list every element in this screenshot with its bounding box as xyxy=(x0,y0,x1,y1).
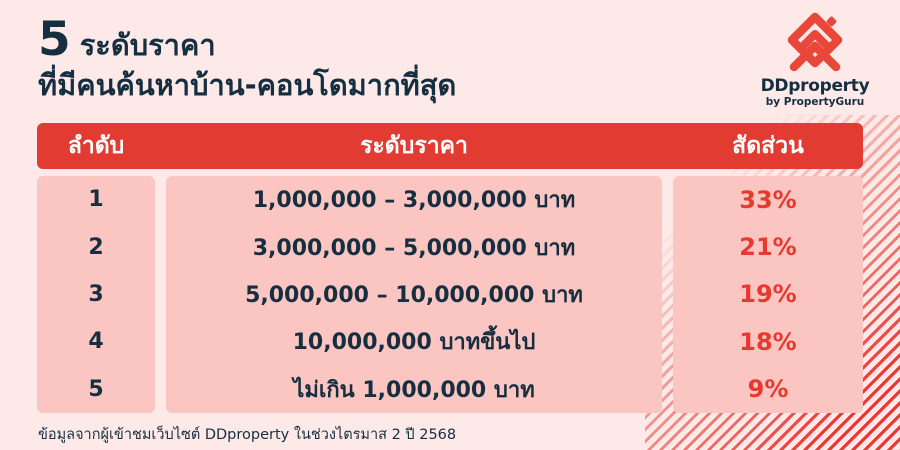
logo-name: DDproperty xyxy=(760,76,870,96)
column-header-share: สัดส่วน xyxy=(732,133,804,159)
source-note: ข้อมูลจากผู้เข้าชมเว็บไซต์ DDproperty ใน… xyxy=(38,427,457,443)
price-range-value: 3,000,000 – 5,000,000 บาท xyxy=(252,235,576,261)
page-title: 5 ระดับราคา ที่มีคนค้นหาบ้าน-คอนโดมากที่… xyxy=(38,12,457,102)
table-body: 1 2 3 4 5 1,000,000 – 3,000,000 บาท 3,00… xyxy=(37,176,863,413)
rank-value: 1 xyxy=(88,187,104,213)
table-header-row: ลำดับ ระดับราคา สัดส่วน xyxy=(37,123,863,169)
price-range-value: 1,000,000 – 3,000,000 บาท xyxy=(252,188,576,214)
column-header-rank: ลำดับ xyxy=(67,133,125,159)
share-value: 18% xyxy=(739,327,797,356)
rank-column: 1 2 3 4 5 xyxy=(37,176,155,413)
share-value: 33% xyxy=(739,185,797,214)
share-value: 19% xyxy=(739,280,797,309)
rank-value: 5 xyxy=(88,376,104,402)
share-value: 21% xyxy=(739,233,797,262)
price-range-value: 10,000,000 บาทขึ้นไป xyxy=(292,330,536,356)
price-range-value: 5,000,000 – 10,000,000 บาท xyxy=(245,282,583,308)
ddproperty-logo: DDproperty by PropertyGuru xyxy=(756,10,874,108)
rank-value: 2 xyxy=(88,234,104,260)
share-column: 33% 21% 19% 18% 9% xyxy=(673,176,863,413)
title-line2: ที่มีคนค้นหาบ้าน-คอนโดมากที่สุด xyxy=(38,67,457,102)
price-range-value: ไม่เกิน 1,000,000 บาท xyxy=(293,377,535,403)
price-range-column: 1,000,000 – 3,000,000 บาท 3,000,000 – 5,… xyxy=(166,176,662,413)
rank-value: 3 xyxy=(88,281,104,307)
price-level-table: ลำดับ ระดับราคา สัดส่วน 1 2 3 4 5 1,000,… xyxy=(37,123,863,413)
column-header-price-level: ระดับราคา xyxy=(360,133,468,159)
ddproperty-house-icon xyxy=(783,10,847,74)
title-number: 5 xyxy=(38,12,71,67)
share-value: 9% xyxy=(747,375,789,404)
logo-byline: by PropertyGuru xyxy=(765,96,865,108)
rank-value: 4 xyxy=(88,329,104,355)
title-line1: ระดับราคา xyxy=(79,28,216,62)
